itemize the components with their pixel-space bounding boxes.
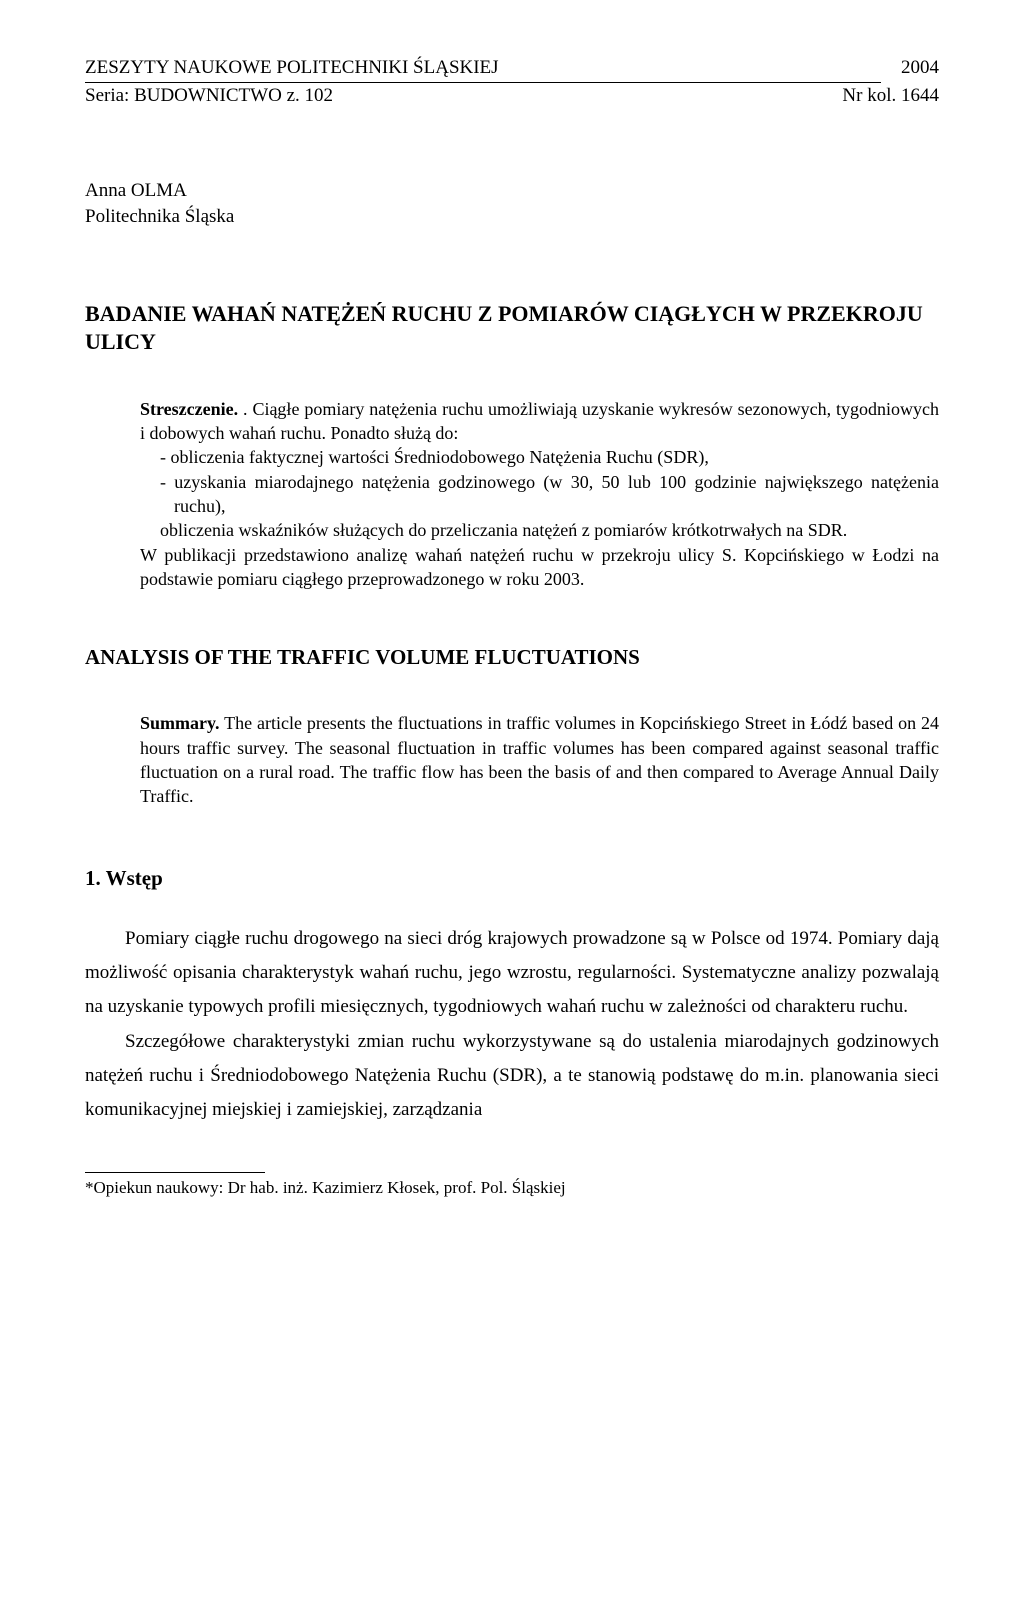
journal-year: 2004	[901, 55, 939, 81]
section-1-p2: Szczegółowe charakterystyki zmian ruchu …	[85, 1025, 939, 1128]
article-title-pl: BADANIE WAHAŃ NATĘŻEŃ RUCHU Z POMIARÓW C…	[85, 300, 939, 357]
series-row: Seria: BUDOWNICTWO z. 102 Nr kol. 1644	[85, 83, 939, 109]
journal-title: ZESZYTY NAUKOWE POLITECHNIKI ŚLĄSKIEJ	[85, 55, 881, 83]
section-1-body: Pomiary ciągłe ruchu drogowego na sieci …	[85, 922, 939, 1127]
journal-header: ZESZYTY NAUKOWE POLITECHNIKI ŚLĄSKIEJ 20…	[85, 55, 939, 108]
abstract-en-label: Summary.	[140, 713, 220, 733]
footnote: *Opiekun naukowy: Dr hab. inż. Kazimierz…	[85, 1177, 939, 1200]
author-affiliation: Politechnika Śląska	[85, 204, 939, 230]
article-title-en: ANALYSIS OF THE TRAFFIC VOLUME FLUCTUATI…	[85, 643, 939, 671]
section-1-p1: Pomiary ciągłe ruchu drogowego na sieci …	[85, 922, 939, 1025]
abstract-en: Summary. The article presents the fluctu…	[85, 711, 939, 808]
abstract-pl-para2: W publikacji przedstawiono analizę wahań…	[140, 543, 939, 592]
abstract-pl-bullet2: - uzyskania miarodajnego natężenia godzi…	[160, 470, 939, 519]
abstract-pl-text1: . Ciągłe pomiary natężenia ruchu umożliw…	[140, 399, 939, 443]
journal-title-row: ZESZYTY NAUKOWE POLITECHNIKI ŚLĄSKIEJ 20…	[85, 55, 939, 83]
journal-issue: Nr kol. 1644	[842, 83, 939, 109]
abstract-pl: Streszczenie. . Ciągłe pomiary natężenia…	[85, 397, 939, 591]
abstract-pl-label: Streszczenie.	[140, 399, 238, 419]
section-1-heading: 1. Wstęp	[85, 864, 939, 892]
abstract-pl-tail: obliczenia wskaźników służących do przel…	[160, 518, 939, 542]
author-block: Anna OLMA Politechnika Śląska	[85, 178, 939, 229]
author-name: Anna OLMA	[85, 178, 939, 204]
journal-series: Seria: BUDOWNICTWO z. 102	[85, 83, 333, 109]
abstract-pl-para1: Streszczenie. . Ciągłe pomiary natężenia…	[140, 397, 939, 446]
abstract-pl-bullet1: - obliczenia faktycznej wartości Średnio…	[160, 445, 939, 469]
footnote-separator	[85, 1172, 265, 1173]
abstract-en-text: The article presents the fluctuations in…	[140, 713, 939, 806]
